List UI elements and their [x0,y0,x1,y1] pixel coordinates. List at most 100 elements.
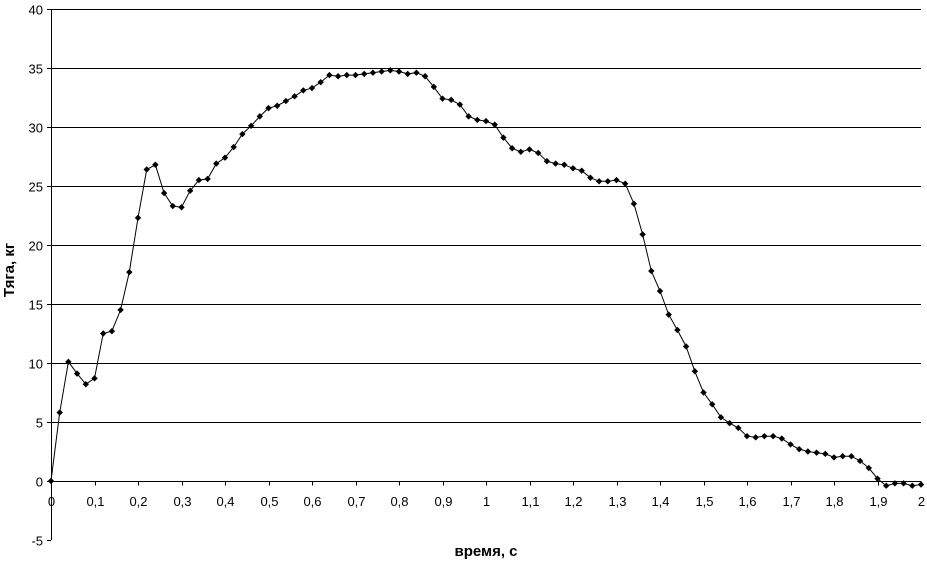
data-point-marker [813,449,820,456]
data-point-marker [326,71,333,79]
data-point-marker [709,401,716,408]
x-tick-label: 0,8 [390,494,408,509]
y-tick-label: 30 [29,121,43,136]
data-point-marker [108,327,116,335]
data-point-marker [761,432,768,440]
x-tick-label: 2 [918,494,925,509]
data-point-marker [282,97,290,105]
data-point-marker [369,69,377,76]
y-tick-label: 15 [29,298,43,313]
data-point-marker [552,160,559,167]
x-tick-label: 0,7 [347,494,365,509]
data-point-marker [378,68,385,75]
data-point-marker [73,370,81,377]
data-point-marker [100,330,107,337]
data-point-marker [769,432,777,440]
data-point-marker [387,67,394,74]
data-point-marker [622,180,629,187]
data-point-marker [743,432,751,440]
y-axis-title: Тяга, кг [1,243,18,297]
data-point-marker [65,358,72,366]
y-tick-label: 5 [36,416,43,431]
data-point-marker [491,121,498,128]
data-point-marker [395,68,403,75]
data-point-marker [187,187,194,194]
x-tick-label: 1,7 [782,494,800,509]
x-tick-label: 1,1 [521,494,539,509]
data-point-marker [500,134,507,141]
data-point-marker [778,435,785,442]
data-point-marker [265,104,272,112]
data-point-marker [178,204,185,211]
data-point-marker [717,414,725,421]
data-point-marker [160,189,168,197]
data-point-marker [361,70,368,78]
data-point-marker [656,287,664,295]
data-point-marker [665,311,672,318]
data-point-marker [543,158,551,165]
data-point-marker [448,96,455,104]
data-point-marker [456,101,464,108]
x-tick-label: 0,5 [260,494,278,509]
data-point-marker [630,200,638,207]
x-tick-label: 1,8 [825,494,843,509]
x-tick-labels: 0 0,1 0,2 0,3 0,4 0,5 0,6 0,7 0,8 0,9 1 1,1 1,2 1,3 1,… [48,494,925,509]
data-point-marker [117,306,124,314]
data-point-marker [413,69,420,76]
data-point-marker [700,389,707,396]
x-tick-label: 1 [483,494,490,509]
x-tick-label: 0,2 [129,494,147,509]
data-point-marker [735,424,742,432]
data-point-marker [856,457,864,465]
data-point-marker [613,176,620,184]
x-tick-label: 0,3 [173,494,191,509]
data-point-marker [796,445,803,453]
data-point-marker [56,409,63,416]
axes [47,9,922,541]
data-point-marker [900,480,907,487]
data-point-marker [839,453,846,460]
data-point-marker [639,231,646,238]
data-point-marker [804,448,812,455]
x-tick-label: 1,6 [738,494,756,509]
x-tick-label: 1,5 [695,494,713,509]
data-point-marker [247,122,255,130]
x-tick-label: 1,3 [608,494,626,509]
data-point-marker [47,477,55,485]
data-point-marker [891,480,899,487]
data-point-marker [430,83,437,91]
gridlines [51,9,921,423]
y-tick-label: 40 [29,3,43,18]
data-point-marker [604,178,611,185]
data-point-marker [134,214,142,222]
data-point-marker [239,130,246,138]
y-tick-label: 10 [29,357,43,372]
data-point-marker [830,454,838,461]
data-point-marker [404,70,411,78]
x-tick-label: 0 [48,494,55,509]
data-point-marker [909,482,916,489]
data-point-marker [143,166,150,173]
x-axis-title: время, с [454,543,517,560]
data-point-marker [195,176,203,184]
data-point-marker [169,202,176,210]
data-point-marker [126,268,133,276]
data-point-marker [465,113,472,120]
data-point-marker [474,116,481,124]
y-tick-label: -5 [31,534,43,549]
data-point-marker [726,419,733,427]
data-point-marker [152,161,159,168]
data-point-marker [439,95,446,102]
data-point-marker [561,161,568,168]
data-point-marker [300,87,307,94]
data-point-marker [343,71,350,79]
data-point-marker [674,326,681,334]
data-point-marker [691,368,698,375]
y-tick-label: 20 [29,239,43,254]
data-point-marker [204,175,211,183]
x-tick-label: 0,6 [303,494,321,509]
data-point-marker [91,375,98,382]
x-tick-label: 0,9 [434,494,452,509]
y-tick-label: 25 [29,180,43,195]
